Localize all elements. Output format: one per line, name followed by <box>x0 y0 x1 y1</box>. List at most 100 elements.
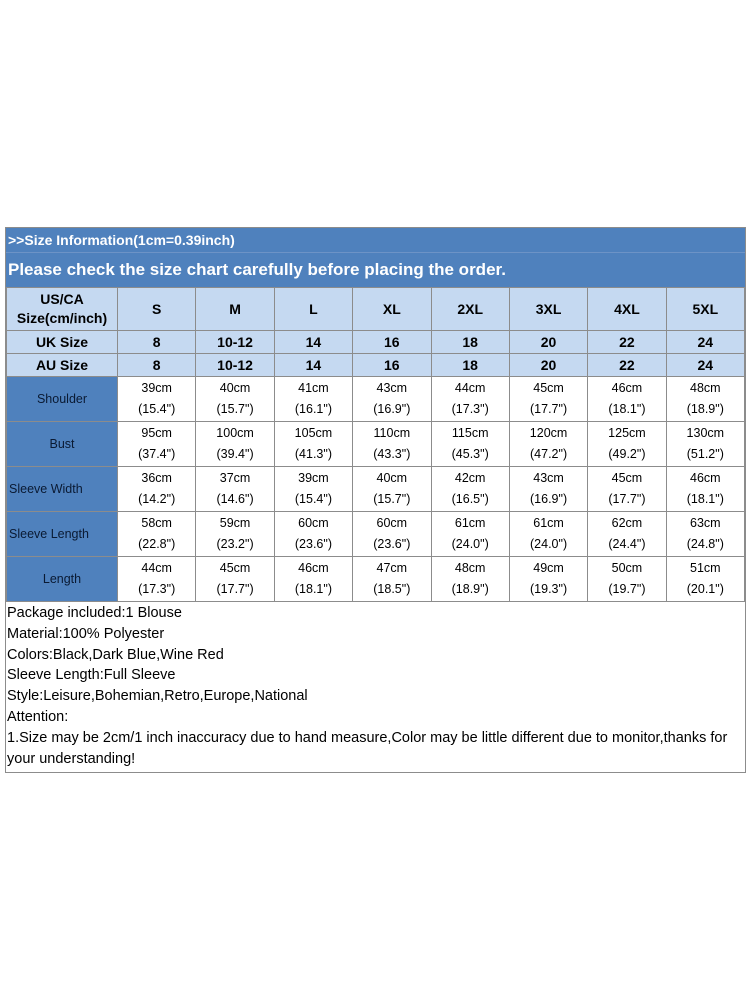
inch-value: (18.9") <box>451 582 489 596</box>
us-size-row: US/CA Size(cm/inch) S M L XL 2XL 3XL 4XL 5XL <box>6 287 746 331</box>
cm-value: 41cm <box>298 381 329 395</box>
measurement-cell: 60cm (23.6") <box>352 511 432 557</box>
cm-value: 48cm <box>690 381 721 395</box>
us-size-cell: M <box>195 287 275 331</box>
measurement-cell: 60cm (23.6") <box>273 511 354 557</box>
sleeve-note: Sleeve Length:Full Sleeve <box>7 667 176 684</box>
inch-value: (15.7") <box>216 402 254 416</box>
inch-value: (14.2") <box>138 492 176 506</box>
cm-value: 46cm <box>690 471 721 485</box>
measurement-cell: 43cm (16.9") <box>508 466 589 512</box>
au-size-cell: 8 <box>116 353 197 377</box>
au-size-cell: 22 <box>587 353 667 377</box>
cm-value: 36cm <box>141 471 172 485</box>
cm-value: 63cm <box>690 516 721 530</box>
measurement-cell: 37cm (14.6") <box>195 466 275 512</box>
inch-value: (17.7") <box>216 582 254 596</box>
cm-value: 42cm <box>454 471 486 485</box>
measurement-cell: 36cm (14.2") <box>116 466 197 512</box>
au-size-cell: 10-12 <box>195 353 275 377</box>
inch-value: (18.9") <box>686 402 724 416</box>
uk-size-cell: 8 <box>116 330 197 354</box>
cm-value: 110cm <box>373 426 411 440</box>
us-size-cell: S <box>116 287 197 331</box>
inch-value: (17.3") <box>138 582 176 596</box>
inch-value: (14.6") <box>216 492 254 506</box>
cm-value: 130cm <box>686 426 725 440</box>
measurement-cell: 63cm (24.8") <box>665 511 746 557</box>
cm-value: 62cm <box>611 516 643 530</box>
au-size-cell: 18 <box>430 353 510 377</box>
uk-size-cell: 22 <box>587 330 667 354</box>
measurement-row: Shoulder 39cm (15.4") 40cm (15.7") 41cm (16.1"… <box>6 376 746 422</box>
cm-value: 100cm <box>216 426 254 440</box>
us-size-cell: 4XL <box>587 287 667 331</box>
uk-size-cell: 14 <box>273 330 354 354</box>
inch-value: (19.7") <box>608 582 646 596</box>
measurement-cell: 40cm (15.7") <box>195 376 275 422</box>
inch-value: (43.3") <box>373 447 411 461</box>
inch-value: (49.2") <box>608 447 646 461</box>
us-size-cell: 3XL <box>508 287 589 331</box>
inch-value: (23.6") <box>294 537 332 551</box>
inch-value: (16.9") <box>530 492 568 506</box>
inch-value: (45.3") <box>451 447 489 461</box>
measurement-cell: 130cm (51.2") <box>665 421 746 467</box>
cm-value: 51cm <box>690 561 721 575</box>
cm-value: 59cm <box>219 516 251 530</box>
cm-value: 45cm <box>611 471 643 485</box>
cm-value: 95cm <box>141 426 172 440</box>
au-size-cell: 14 <box>273 353 354 377</box>
uk-size-cell: 18 <box>430 330 510 354</box>
attention-note: Attention: <box>7 708 69 725</box>
inch-value: (15.4") <box>138 402 176 416</box>
measurement-cell: 95cm (37.4") <box>116 421 197 467</box>
measurement-cell: 39cm (15.4") <box>116 376 197 422</box>
inch-value: (51.2") <box>686 447 724 461</box>
measurement-label: Sleeve Width <box>6 466 118 512</box>
au-size-label: AU Size <box>6 353 118 377</box>
cm-value: 37cm <box>219 471 251 485</box>
inch-value: (18.5") <box>373 582 411 596</box>
cm-value: 120cm <box>529 426 568 440</box>
product-notes: Package included:1 Blouse Material:100% … <box>6 602 745 772</box>
inch-value: (18.1") <box>294 582 332 596</box>
inch-value: (23.2") <box>216 537 254 551</box>
measurement-cell: 45cm (17.7") <box>508 376 589 422</box>
inch-value: (17.7") <box>530 402 568 416</box>
us-size-header-line2: Size(cm/inch) <box>16 310 108 326</box>
inch-value: (47.2") <box>530 447 568 461</box>
material-note: Material:100% Polyester <box>7 625 165 642</box>
uk-size-row: UK Size 8 10-12 14 16 18 20 22 24 <box>6 330 746 354</box>
measurement-cell: 48cm (18.9") <box>665 376 746 422</box>
cm-value: 48cm <box>454 561 486 575</box>
measurement-cell: 105cm (41.3") <box>273 421 354 467</box>
size-notice-banner: Please check the size chart carefully be… <box>6 253 745 287</box>
inch-value: (17.7") <box>608 492 646 506</box>
cm-value: 45cm <box>533 381 564 395</box>
cm-value: 44cm <box>141 561 172 575</box>
measurement-row: Bust 95cm (37.4") 100cm (39.4") 105cm (41.3") 1… <box>6 421 746 467</box>
inch-value: (24.8") <box>686 537 724 551</box>
cm-value: 50cm <box>611 561 643 575</box>
measurement-row: Sleeve Length 58cm (22.8") 59cm (23.2") 60cm (… <box>6 511 746 557</box>
inch-value: (24.0") <box>451 537 489 551</box>
measurement-cell: 41cm (16.1") <box>273 376 354 422</box>
measurement-cell: 51cm (20.1") <box>665 556 746 602</box>
measurement-cell: 120cm (47.2") <box>508 421 589 467</box>
measurement-cell: 39cm (15.4") <box>273 466 354 512</box>
inch-value: (37.4") <box>138 447 176 461</box>
measurement-cell: 59cm (23.2") <box>195 511 275 557</box>
cm-value: 40cm <box>219 381 251 395</box>
cm-value: 47cm <box>376 561 408 575</box>
measurement-cell: 61cm (24.0") <box>508 511 589 557</box>
cm-value: 115cm <box>451 426 489 440</box>
measurement-cell: 45cm (17.7") <box>195 556 275 602</box>
measurement-cell: 61cm (24.0") <box>430 511 510 557</box>
cm-value: 105cm <box>294 426 333 440</box>
inch-value: (23.6") <box>373 537 411 551</box>
inch-value: (39.4") <box>216 447 254 461</box>
measurement-label: Bust <box>6 421 118 467</box>
us-size-header-line1: US/CA <box>40 291 84 307</box>
measurement-label: Shoulder <box>6 376 118 422</box>
